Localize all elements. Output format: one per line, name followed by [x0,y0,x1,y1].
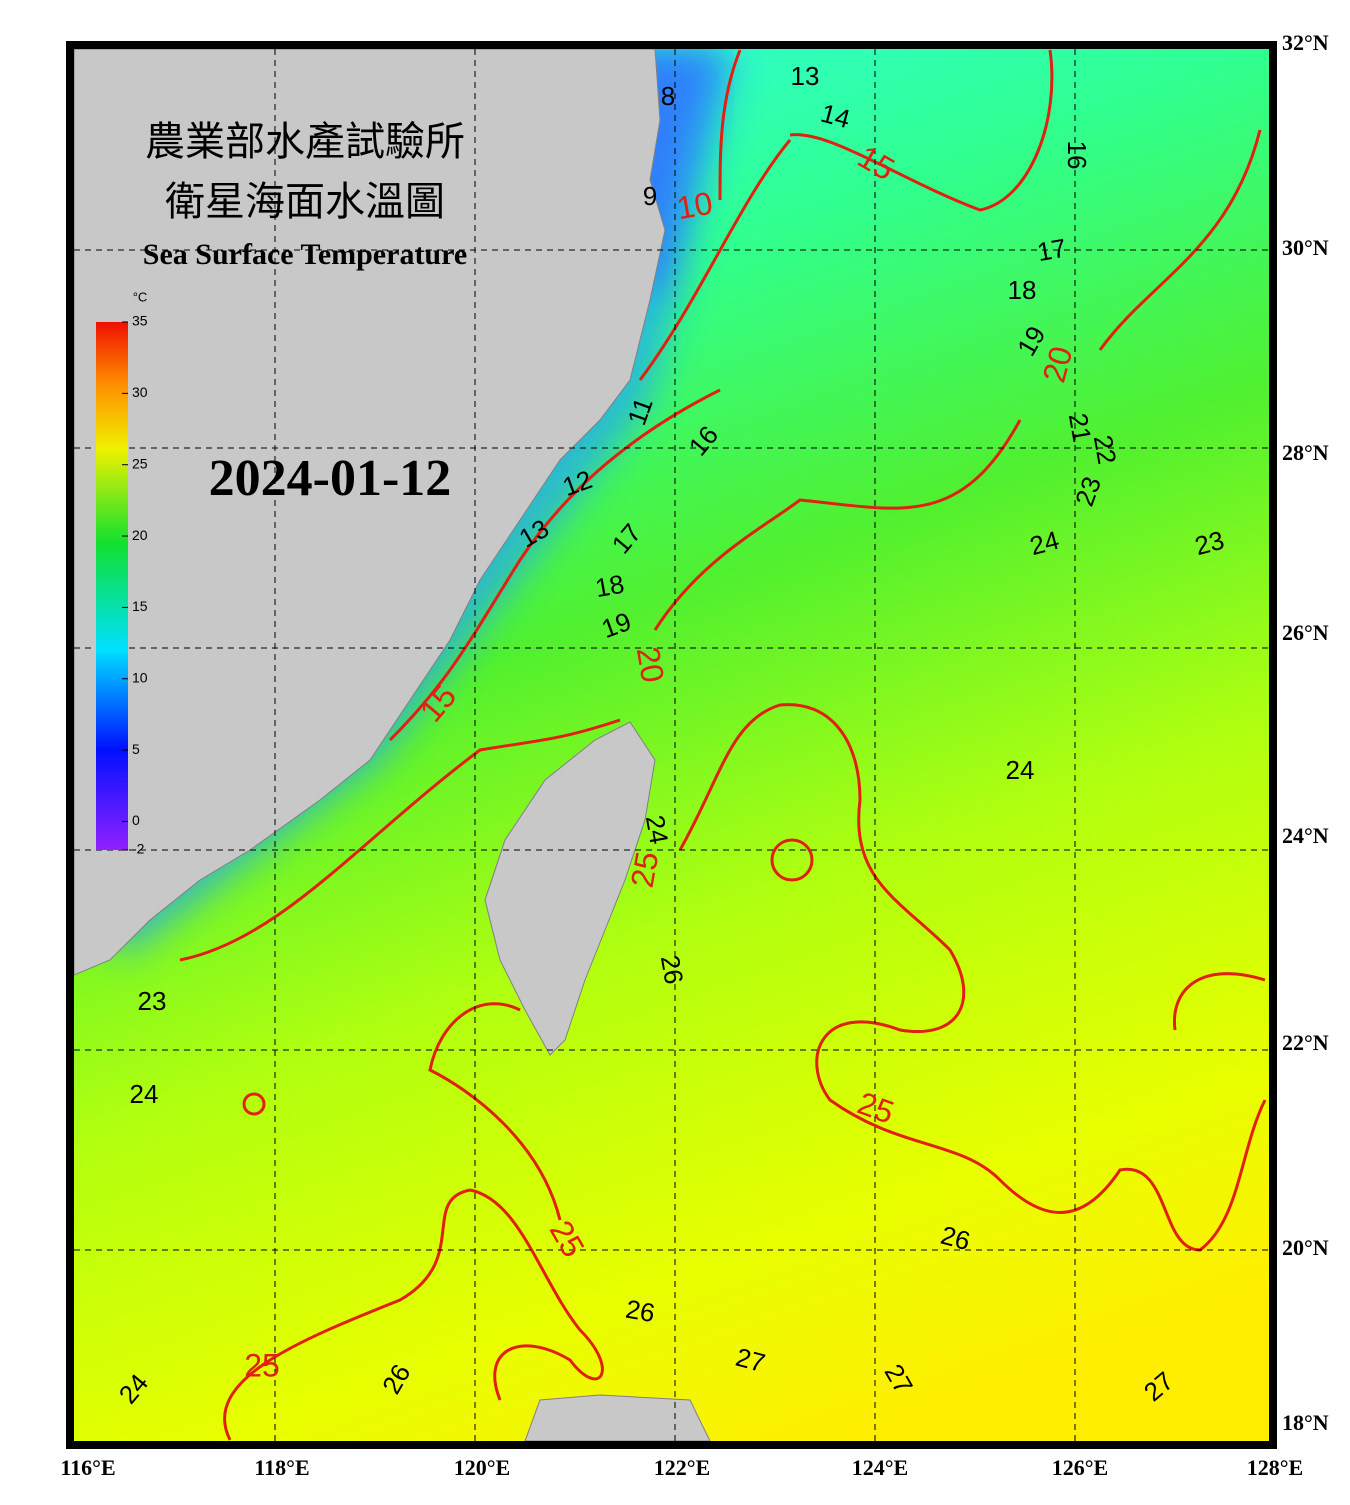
lat-label: 22°N [1282,1030,1329,1055]
colorbar-tick-label: 20 [132,527,148,543]
contour-label: 18 [593,569,627,604]
contour-label: 23 [138,986,167,1016]
contour-label: 26 [624,1294,658,1329]
contour-label: 24 [1006,755,1035,785]
contour-label: 22 [1088,433,1123,467]
colorbar-tick-label: 35 [132,313,148,329]
lon-label: 124°E [852,1455,908,1480]
isotherm-label: 10 [674,185,715,227]
colorbar-tick-label: 0 [132,812,140,828]
lon-label: 118°E [254,1455,309,1480]
isotherms [179,49,1267,1441]
colorbar-tick-label: 10 [132,669,148,685]
lat-label: 30°N [1282,235,1329,260]
lon-label: 126°E [1052,1455,1108,1480]
lon-label: 128°E [1247,1455,1303,1480]
lat-label: 28°N [1282,440,1329,465]
isotherm-label: 20 [630,644,672,685]
title-line: 衛星海面水溫圖 [165,179,445,225]
contour-label: 24 [130,1079,159,1109]
contour-label: 17 [1035,233,1069,268]
contour-label: 26 [655,953,690,987]
lat-label: 20°N [1282,1235,1329,1260]
contour-label: 9 [643,181,657,211]
lat-label: 26°N [1282,620,1329,645]
lon-label: 122°E [654,1455,710,1480]
subtitle: Sea Surface Temperature [143,238,467,271]
colorbar-tick-label: 5 [132,741,140,757]
contour-label: 16 [1062,141,1092,170]
contour-label: 21 [1063,411,1098,445]
land [74,49,711,1441]
isotherm-label: 25 [624,849,666,890]
colorbar-tick-label: -2 [132,841,145,857]
lon-label: 120°E [454,1455,510,1480]
isotherm-label: 25 [244,1347,280,1383]
colorbar [96,322,128,850]
contour-label: 13 [791,61,820,91]
contour-label: 8 [661,81,675,111]
date: 2024-01-12 [209,450,452,507]
lon-label: 116°E [60,1455,115,1480]
contour-label: 24 [640,813,675,847]
lat-label: 18°N [1282,1410,1329,1435]
lat-label: 24°N [1282,823,1329,848]
graticule [74,49,1269,1441]
lat-label: 32°N [1282,30,1329,55]
colorbar-unit: °C [133,289,148,304]
title-line: 農業部水產試驗所 [145,119,465,165]
map-frame [66,41,1277,1449]
colorbar-tick-label: 15 [132,598,148,614]
colorbar-tick-label: 25 [132,455,148,471]
colorbar-tick-label: 30 [132,384,148,400]
contour-label: 18 [1008,275,1037,305]
